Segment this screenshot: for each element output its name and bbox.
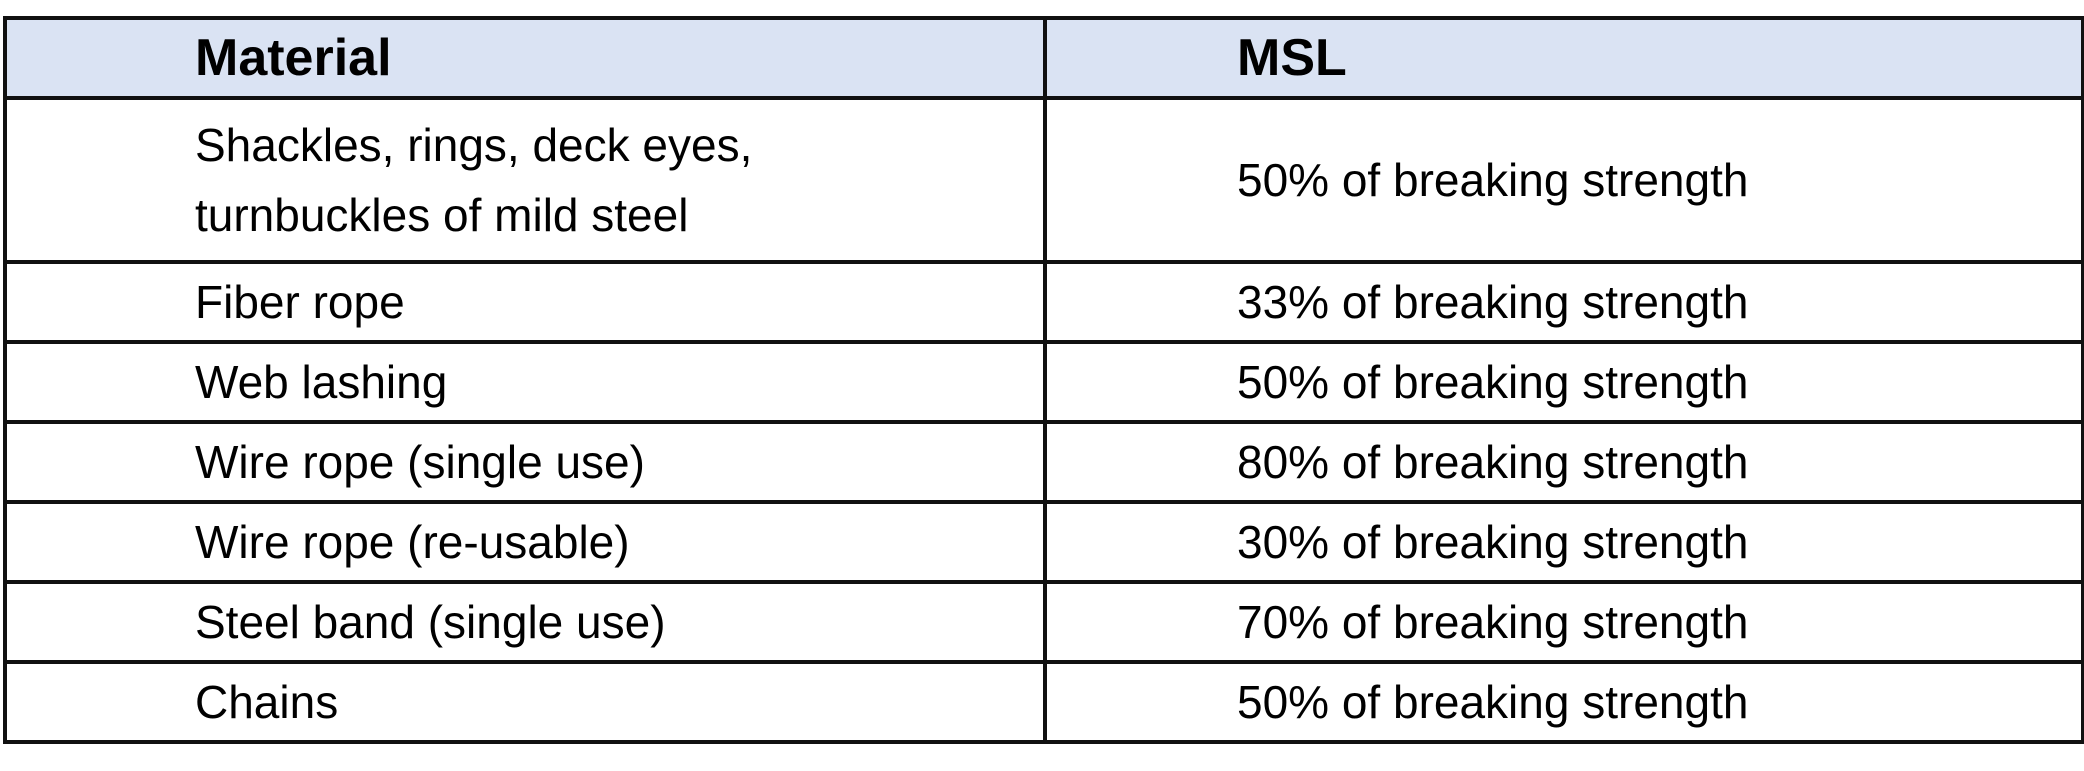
material-cell: Steel band (single use) xyxy=(3,580,1047,664)
material-cell: Wire rope (single use) xyxy=(3,420,1047,504)
material-cell: Web lashing xyxy=(3,340,1047,424)
table-row: Wire rope (re-usable) 30% of breaking st… xyxy=(3,500,2084,584)
msl-cell: 50% of breaking strength xyxy=(1043,340,2084,424)
material-line: turnbuckles of mild steel xyxy=(195,189,689,241)
table-row: Steel band (single use) 70% of breaking … xyxy=(3,580,2084,664)
table-header: Material MSL xyxy=(3,16,2084,100)
table-row: Chains 50% of breaking strength xyxy=(3,660,2084,744)
material-cell: Shackles, rings, deck eyes, turnbuckles … xyxy=(3,96,1047,264)
msl-cell: 80% of breaking strength xyxy=(1043,420,2084,504)
msl-cell: 50% of breaking strength xyxy=(1043,660,2084,744)
material-cell: Chains xyxy=(3,660,1047,744)
header-material: Material xyxy=(3,16,1047,100)
header-msl: MSL xyxy=(1043,16,2084,100)
msl-cell: 50% of breaking strength xyxy=(1043,96,2084,264)
table-row: Wire rope (single use) 80% of breaking s… xyxy=(3,420,2084,504)
msl-cell: 30% of breaking strength xyxy=(1043,500,2084,584)
table-row: Shackles, rings, deck eyes, turnbuckles … xyxy=(3,96,2084,264)
msl-table: Material MSL Shackles, rings, deck eyes,… xyxy=(3,16,2084,744)
material-cell: Fiber rope xyxy=(3,260,1047,344)
material-line: Shackles, rings, deck eyes, xyxy=(195,119,753,171)
msl-cell: 33% of breaking strength xyxy=(1043,260,2084,344)
table-body: Shackles, rings, deck eyes, turnbuckles … xyxy=(3,96,2084,744)
material-cell: Wire rope (re-usable) xyxy=(3,500,1047,584)
table-row: Web lashing 50% of breaking strength xyxy=(3,340,2084,424)
msl-cell: 70% of breaking strength xyxy=(1043,580,2084,664)
table-row: Fiber rope 33% of breaking strength xyxy=(3,260,2084,344)
header-row: Material MSL xyxy=(3,16,2084,100)
